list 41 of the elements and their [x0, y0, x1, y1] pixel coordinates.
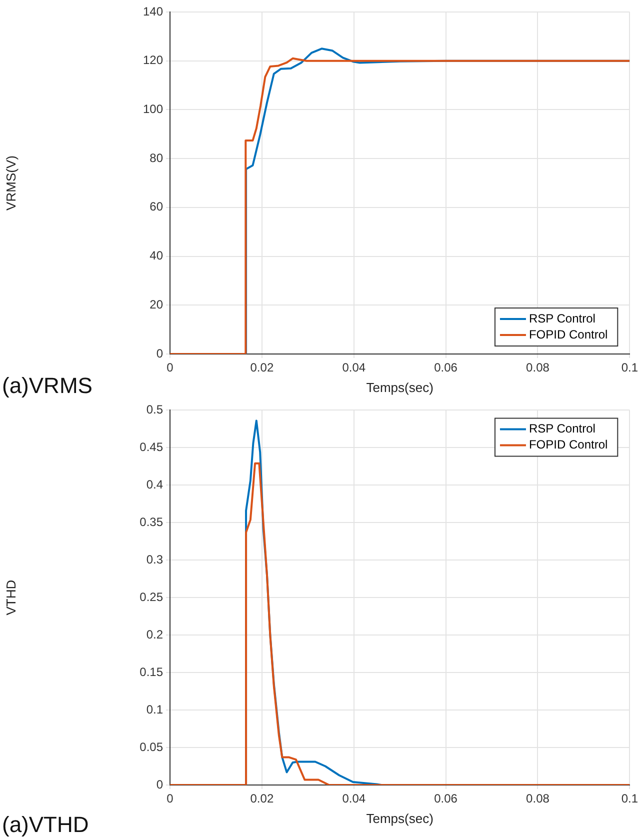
x-tick-label: 0.02 [250, 792, 274, 806]
legend-label: FOPID Control [528, 327, 608, 342]
x-tick-label: 0 [166, 360, 174, 375]
y-tick-label: 140 [142, 4, 164, 18]
y-tick-label: 0.3 [146, 552, 164, 566]
y-tick-label: 20 [150, 297, 164, 312]
x-tick-label: 0 [166, 792, 174, 806]
y-tick-label: 0.05 [140, 740, 164, 754]
x-tick-label: 0.06 [434, 360, 458, 375]
y-tick-label: 0.4 [146, 477, 164, 492]
legend-label: RSP Control [528, 422, 596, 436]
y-tick-label: 0.25 [140, 590, 164, 604]
text: (a)VTHD [2, 812, 89, 838]
y-tick-label: 80 [150, 150, 164, 165]
text: (a)VRMS [2, 373, 92, 398]
x-tick-label: 0.06 [434, 792, 458, 806]
x-tick-label: 0.1 [621, 792, 638, 806]
y-tick-label: 0.5 [146, 402, 164, 417]
y-tick-label: 0.15 [140, 664, 164, 679]
x-tick-label: 0.08 [526, 360, 550, 375]
x-axis-title: Temps(sec) [366, 810, 434, 826]
legend-label: FOPID Control [528, 438, 608, 452]
y-tick-label: 0 [156, 777, 164, 792]
y-axis-title: VRMS(V) [3, 156, 18, 210]
y-axis-title: VTHD [3, 580, 18, 616]
x-axis-title: Temps(sec) [366, 380, 434, 395]
y-tick-label: 0 [156, 346, 164, 360]
y-tick-label: 40 [150, 248, 164, 263]
x-tick-label: 0.02 [250, 360, 274, 375]
x-tick-label: 0.04 [342, 792, 366, 806]
x-tick-label: 0.08 [526, 792, 550, 806]
y-tick-label: 0.45 [140, 440, 164, 454]
y-tick-label: 60 [150, 200, 164, 214]
y-tick-label: 0.2 [146, 627, 164, 642]
y-tick-label: 0.35 [140, 514, 164, 529]
x-tick-label: 0.04 [342, 360, 366, 375]
y-tick-label: 100 [142, 102, 164, 116]
y-tick-label: 120 [142, 53, 164, 68]
x-tick-label: 0.1 [621, 360, 638, 375]
y-tick-label: 0.1 [146, 702, 164, 716]
legend-label: RSP Control [528, 311, 596, 326]
